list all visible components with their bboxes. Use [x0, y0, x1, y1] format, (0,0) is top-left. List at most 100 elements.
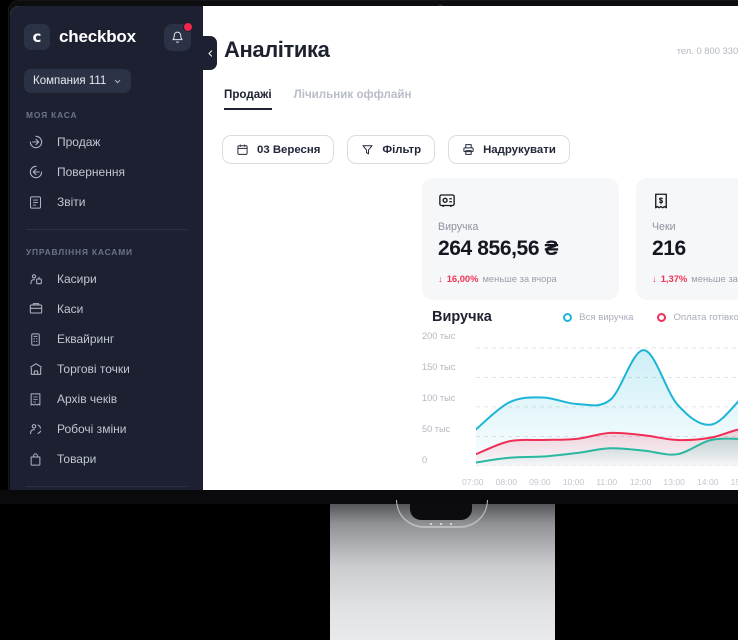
kpi-delta: ↓ 1,37% меньше за вчора — [652, 273, 738, 284]
x-tick-label: 08:00 — [495, 477, 518, 487]
report-icon — [27, 194, 44, 211]
chart-legend: Вся виручка Оплата готівкою — [563, 312, 738, 323]
sidebar-section-label-0: МОЯ КАСА — [26, 110, 78, 120]
y-tick-label: 0 — [422, 455, 428, 465]
kpi-card-revenue: Виручка 264 856,56 ₴ ↓ 16,00% меньше за … — [422, 178, 619, 300]
delta-percent: 1,37% — [660, 273, 688, 284]
monitor-bezel-bottom — [0, 490, 738, 504]
sidebar-collapse-button[interactable] — [203, 36, 217, 70]
stand-dot — [450, 523, 452, 525]
kpi-card-checks: Чеки 216 ↓ 1,37% меньше за вчора — [636, 178, 738, 300]
main-content: Аналітика тел. 0 800 330 6 Продажі Лічил… — [203, 6, 738, 493]
sidebar-item-prodazh[interactable]: Продаж — [10, 127, 203, 157]
chevron-down-icon — [115, 79, 121, 83]
bell-icon[interactable] — [164, 22, 193, 51]
printer-icon — [463, 144, 474, 155]
notification-badge — [183, 22, 193, 32]
support-phone: тел. 0 800 330 6 — [676, 45, 738, 56]
sidebar-item-label: Архів чеків — [57, 392, 118, 406]
legend-item-all-revenue[interactable]: Вся виручка — [563, 312, 633, 323]
kpi-delta: ↓ 16,00% меньше за вчора — [438, 273, 603, 284]
brand[interactable]: c checkbox — [10, 6, 203, 56]
safe-icon — [438, 192, 456, 210]
cash-register-icon — [27, 301, 44, 318]
x-tick-label: 13:00 — [663, 477, 685, 487]
kpi-label: Чеки — [652, 221, 676, 233]
date-picker-button[interactable]: 03 Вересня — [222, 135, 335, 164]
cashier-icon — [27, 271, 44, 288]
x-tick-label: 14:00 — [697, 477, 719, 487]
kpi-card-list: Виручка 264 856,56 ₴ ↓ 16,00% меньше за … — [422, 178, 738, 300]
sidebar-item-torhovi-tochky[interactable]: Торгові точки — [10, 354, 203, 384]
date-picker-label: 03 Вересня — [257, 143, 321, 156]
arrow-left-circle-icon — [27, 164, 44, 181]
filter-button[interactable]: Фільтр — [347, 135, 436, 164]
legend-label: Оплата готівкою — [673, 312, 738, 323]
sidebar-item-zviti[interactable]: Звіти — [10, 187, 203, 217]
monitor-stand-arc — [396, 500, 488, 528]
kpi-label: Виручка — [438, 221, 479, 233]
y-tick-label: 200 тыс — [422, 331, 456, 341]
tab-prodazhi[interactable]: Продажі — [224, 88, 272, 110]
sidebar-section-label-1: УПРАВЛІННЯ КАСАМИ — [26, 247, 133, 257]
shop-icon — [27, 361, 44, 378]
legend-marker-icon — [563, 313, 573, 322]
x-tick-label: 07:00 — [462, 477, 484, 487]
sidebar-item-povernennya[interactable]: Повернення — [10, 157, 203, 187]
shifts-users-icon — [27, 421, 44, 438]
toolbar: 03 Вересня Фільтр Надрукувати — [222, 135, 570, 164]
sidebar-item-label: Касири — [57, 272, 97, 286]
kpi-value: 216 — [652, 237, 686, 260]
sidebar-item-label: Звіти — [57, 195, 86, 209]
sidebar-item-label: Каси — [57, 302, 84, 316]
chart-title: Виручка — [432, 309, 492, 325]
y-tick-label: 50 тыс — [422, 424, 451, 434]
tab-lichylnyk-offlayn[interactable]: Лічильник оффлайн — [293, 88, 412, 101]
legend-marker-icon — [657, 313, 667, 322]
sidebar-item-label: Продаж — [57, 135, 101, 149]
revenue-chart[interactable]: 200 тыс 150 тыс 100 тыс 50 тыс 0 07:00 08… — [422, 331, 738, 493]
delta-text: меньше за вчора — [691, 273, 738, 284]
sidebar-item-label: Робочі зміни — [57, 422, 127, 436]
sidebar-divider — [26, 229, 187, 230]
company-selector-label: Компания 111 — [33, 75, 107, 87]
sidebar-item-robochi-zminy[interactable]: Робочі зміни — [10, 414, 203, 444]
chart-plot-area — [476, 347, 738, 466]
x-tick-label: 11:00 — [596, 477, 618, 487]
y-tick-label: 100 тыс — [422, 393, 456, 403]
delta-arrow-down-icon: ↓ — [652, 273, 657, 284]
sidebar-item-ekvayring[interactable]: Еквайринг — [10, 324, 203, 354]
sidebar-item-arkhiv-chekiv[interactable]: Архів чеків — [10, 384, 203, 414]
print-button[interactable]: Надрукувати — [448, 135, 570, 164]
x-tick-label: 15:00 — [730, 477, 738, 487]
sidebar: c checkbox Компания 111 МОЯ КАСА Продаж — [10, 6, 203, 493]
sidebar-item-label: Повернення — [57, 165, 125, 179]
calendar-icon — [237, 144, 248, 155]
bag-icon — [27, 451, 44, 468]
sidebar-item-kasyry[interactable]: Касири — [10, 264, 203, 294]
logo-icon: c — [24, 24, 50, 50]
sidebar-item-kasy[interactable]: Каси — [10, 294, 203, 324]
sidebar-item-label: Товари — [57, 452, 97, 466]
filter-label: Фільтр — [382, 143, 422, 156]
sidebar-item-label: Торгові точки — [57, 362, 130, 376]
stand-dot — [430, 523, 432, 525]
x-tick-label: 12:00 — [629, 477, 652, 487]
company-selector[interactable]: Компания 111 — [24, 69, 132, 93]
sidebar-item-tovary[interactable]: Товари — [10, 444, 203, 474]
page-title: Аналітика — [224, 37, 330, 62]
delta-text: меньше за вчора — [482, 273, 557, 284]
acquiring-terminal-icon — [27, 331, 44, 348]
legend-item-cash-payment[interactable]: Оплата готівкою — [657, 312, 738, 323]
tab-bar: Продажі Лічильник оффлайн — [224, 88, 411, 110]
x-tick-label: 10:00 — [562, 477, 585, 487]
arrow-right-circle-icon — [27, 134, 44, 151]
kpi-value: 264 856,56 ₴ — [438, 237, 559, 260]
sidebar-divider — [26, 486, 187, 487]
y-tick-label: 150 тыс — [422, 362, 456, 372]
application-window: c checkbox Компания 111 МОЯ КАСА Продаж — [10, 6, 738, 493]
print-label: Надрукувати — [483, 143, 556, 156]
filter-icon — [362, 145, 373, 155]
legend-label: Вся виручка — [579, 312, 634, 323]
